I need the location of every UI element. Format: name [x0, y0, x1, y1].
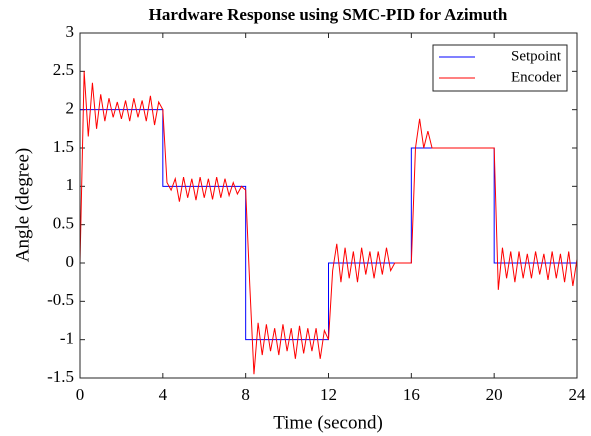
y-tick-label: 0	[66, 252, 75, 271]
legend-box	[432, 44, 568, 92]
axes-box	[79, 32, 578, 379]
y-tick-label: 2	[66, 99, 75, 118]
x-tick-label: 12	[320, 385, 337, 404]
x-tick-label: 0	[76, 385, 85, 404]
y-tick-label: -1.5	[47, 367, 74, 386]
y-tick-label: -1	[60, 329, 74, 348]
series-line	[79, 71, 578, 375]
chart-title: Hardware Response using SMC-PID for Azim…	[149, 5, 508, 24]
y-axis-label: Angle (degree)	[12, 148, 33, 262]
y-tick-label: 1	[66, 175, 75, 194]
y-tick-label: 1.5	[53, 137, 74, 156]
x-tick-label: 24	[569, 385, 587, 404]
y-tick-label: 3	[66, 22, 75, 41]
x-tick-label: 20	[486, 385, 503, 404]
x-tick-label: 16	[403, 385, 420, 404]
x-tick-label: 8	[241, 385, 250, 404]
y-tick-label: 0.5	[53, 214, 74, 233]
y-tick-label: -0.5	[47, 290, 74, 309]
x-tick-label: 4	[159, 385, 168, 404]
y-tick-label: 2.5	[53, 60, 74, 79]
legend-label: Encoder	[511, 69, 561, 85]
legend-label: Setpoint	[511, 48, 562, 64]
x-axis-label: Time (second)	[273, 412, 383, 433]
